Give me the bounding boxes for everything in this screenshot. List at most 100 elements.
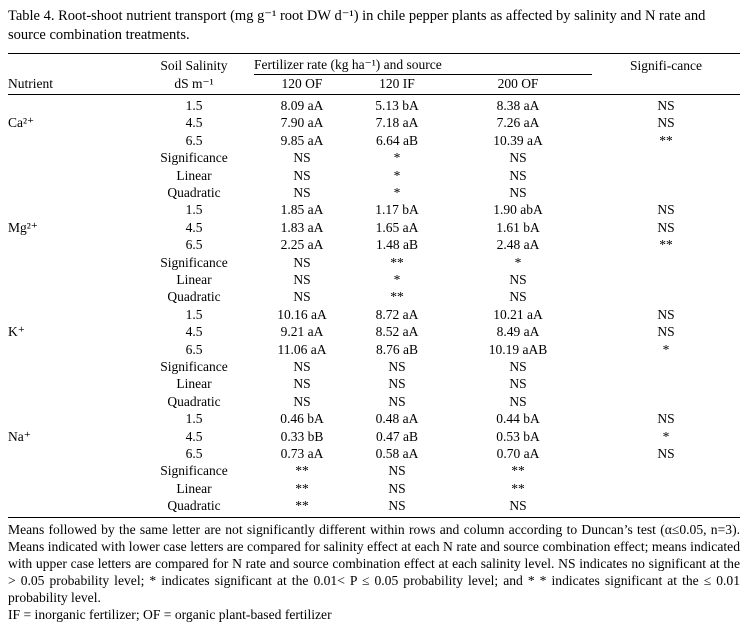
- row-label: Quadratic: [167, 289, 221, 305]
- significance-cell: [592, 480, 740, 497]
- nutrient-label: [8, 393, 134, 410]
- table-row: Mg²⁺ 4.5 1.83 aA 1.65 aA 1.61 bA NS: [8, 219, 740, 236]
- row-label: 4.5: [185, 115, 203, 131]
- table-footnotes: Means followed by the same letter are no…: [8, 521, 740, 623]
- significance-cell: NS: [657, 97, 675, 113]
- value-cell: **: [390, 254, 404, 270]
- col-header-120of: 120 OF: [254, 74, 350, 95]
- significance-cell: [592, 497, 741, 518]
- significance-cell: [592, 393, 740, 410]
- value-cell: 8.49 aA: [496, 324, 540, 340]
- value-cell: NS: [509, 376, 527, 392]
- nutrient-transport-table: Soil Salinity Fertilizer rate (kg ha⁻¹) …: [8, 53, 741, 518]
- value-cell: NS: [293, 254, 311, 270]
- significance-cell: [592, 375, 740, 392]
- value-cell: NS: [388, 480, 406, 496]
- value-cell: NS: [293, 184, 311, 200]
- table-row: 6.5 0.73 aA 0.58 aA 0.70 aA NS: [8, 445, 740, 462]
- significance-cell: *: [662, 428, 670, 444]
- value-cell: 6.64 aB: [376, 132, 418, 148]
- value-cell: 0.33 bB: [280, 428, 324, 444]
- value-cell: NS: [350, 497, 444, 518]
- significance-cell: NS: [657, 219, 675, 235]
- nutrient-label: [8, 271, 134, 288]
- table-row: K⁺ 4.5 9.21 aA 8.52 aA 8.49 aA NS: [8, 323, 740, 340]
- value-cell: 8.09 aA: [280, 97, 324, 113]
- row-label: Linear: [176, 480, 212, 496]
- nutrient-label: [8, 184, 134, 201]
- table-row: Significance NS * NS: [8, 149, 740, 166]
- significance-cell: NS: [657, 324, 675, 340]
- nutrient-label: [8, 410, 134, 427]
- nutrient-label: Mg²⁺: [8, 219, 38, 235]
- significance-cell: [592, 184, 740, 201]
- col-header-significance: Signifi-cance: [630, 57, 703, 73]
- value-cell: 10.21 aA: [493, 306, 543, 322]
- significance-cell: [592, 254, 740, 271]
- value-cell: 0.47 aB: [376, 428, 418, 444]
- table-row: Significance NS NS NS: [8, 358, 740, 375]
- value-cell: 7.26 aA: [496, 115, 540, 131]
- value-cell: **: [390, 289, 404, 305]
- nutrient-label: [8, 358, 134, 375]
- value-cell: NS: [293, 271, 311, 287]
- row-label: 6.5: [185, 341, 203, 357]
- significance-cell: *: [662, 341, 670, 357]
- value-cell: 1.48 aB: [376, 237, 418, 253]
- value-cell: 1.85 aA: [280, 202, 324, 218]
- value-cell: NS: [509, 289, 527, 305]
- table-row: 6.5 9.85 aA 6.64 aB 10.39 aA **: [8, 132, 740, 149]
- value-cell: **: [295, 480, 309, 496]
- nutrient-label: [8, 254, 134, 271]
- value-cell: 2.48 aA: [496, 237, 540, 253]
- row-label: Significance: [160, 463, 228, 479]
- row-label: 4.5: [185, 428, 203, 444]
- table-row: Quadratic NS NS NS: [8, 393, 740, 410]
- value-cell: NS: [444, 497, 593, 518]
- row-label: Quadratic: [134, 497, 254, 518]
- table-row: Quadratic NS * NS: [8, 184, 740, 201]
- value-cell: NS: [388, 376, 406, 392]
- significance-cell: NS: [657, 446, 675, 462]
- table-row: Linear NS * NS: [8, 271, 740, 288]
- footnote-statistics: Means followed by the same letter are no…: [8, 521, 740, 605]
- significance-cell: [592, 288, 740, 305]
- value-cell: 0.53 bA: [496, 428, 540, 444]
- value-cell: 2.25 aA: [280, 237, 324, 253]
- row-label: 6.5: [185, 237, 203, 253]
- value-cell: 1.61 bA: [496, 219, 540, 235]
- nutrient-label: Ca²⁺: [8, 115, 35, 131]
- col-header-120if: 120 IF: [350, 74, 444, 95]
- value-cell: 0.70 aA: [496, 446, 540, 462]
- spacer-cell: [592, 74, 741, 95]
- value-cell: 1.65 aA: [375, 219, 419, 235]
- col-header-nutrient: Nutrient: [8, 74, 134, 95]
- value-cell: NS: [388, 463, 406, 479]
- table-row: Na⁺ 4.5 0.33 bB 0.47 aB 0.53 bA *: [8, 428, 740, 445]
- value-cell: *: [393, 150, 401, 166]
- value-cell: 0.46 bA: [280, 411, 324, 427]
- value-cell: 9.21 aA: [280, 324, 324, 340]
- row-label: Quadratic: [167, 393, 221, 409]
- nutrient-label: [8, 149, 134, 166]
- col-header-soil-salinity: Soil Salinity: [160, 57, 228, 73]
- table-row: Quadratic NS ** NS: [8, 288, 740, 305]
- row-label: Linear: [176, 376, 212, 392]
- table-row: 6.5 2.25 aA 1.48 aB 2.48 aA **: [8, 236, 740, 253]
- footnote-abbreviations: IF = inorganic fertilizer; OF = organic …: [8, 606, 332, 622]
- significance-cell: [592, 462, 740, 479]
- col-header-salinity-unit: dS m⁻¹: [134, 74, 254, 95]
- significance-cell: NS: [657, 411, 675, 427]
- value-cell: 9.85 aA: [280, 132, 324, 148]
- value-cell: 1.90 abA: [493, 202, 543, 218]
- value-cell: NS: [509, 167, 527, 183]
- nutrient-label: [8, 480, 134, 497]
- header-row-2: Nutrient dS m⁻¹ 120 OF 120 IF 200 OF: [8, 74, 741, 95]
- row-label: Linear: [176, 271, 212, 287]
- value-cell: 1.17 bA: [375, 202, 419, 218]
- value-cell: NS: [509, 150, 527, 166]
- value-cell: 8.76 aB: [376, 341, 418, 357]
- nutrient-label: [8, 94, 134, 114]
- value-cell: NS: [509, 393, 527, 409]
